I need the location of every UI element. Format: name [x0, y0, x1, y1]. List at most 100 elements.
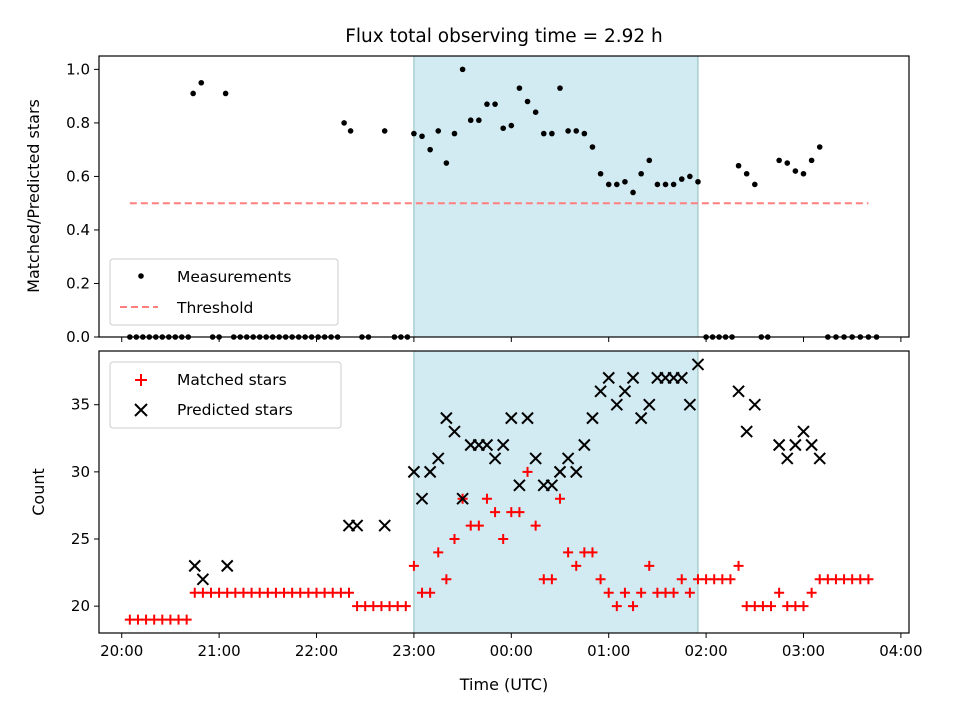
measurement-point [622, 178, 628, 185]
measurement-point [808, 157, 815, 164]
predicted-stars-point [634, 411, 648, 425]
measurement-point [381, 128, 388, 134]
matched-stars-point [766, 601, 777, 612]
predicted-stars-point [561, 452, 575, 465]
measurement-point [341, 120, 347, 126]
matched-stars-point [530, 520, 541, 531]
bottom-y-ticks: 20 25 30 35 [71, 396, 99, 615]
predicted-stars-point [521, 411, 534, 425]
measurement-point [751, 181, 758, 188]
measurement-point [597, 170, 604, 177]
predicted-stars-point [675, 371, 688, 385]
measurement-point [581, 130, 588, 137]
measurement-point [516, 85, 523, 91]
measurement-point [500, 125, 506, 132]
bottom-y-axis-label: Count [29, 468, 48, 516]
predicted-stars-point [797, 425, 810, 438]
x-tick-label: 20:00 [100, 642, 143, 660]
top-x-ticks [121, 337, 902, 342]
measurement-point [695, 178, 701, 185]
chart-title: Flux total observing time = 2.92 h [345, 26, 663, 47]
x-tick-label: 04:00 [879, 642, 922, 660]
predicted-stars-point [188, 559, 201, 573]
matched-stars-point [636, 587, 647, 598]
measurement-point [451, 130, 458, 137]
matched-stars-point [490, 507, 501, 518]
predicted-stars-point [594, 385, 607, 398]
legend-threshold-label: Threshold [176, 299, 253, 317]
y-tick-label: 20 [71, 597, 90, 615]
bottom-x-ticks: 20:00 21:00 22:00 23:00 00:00 01:00 02:00 03:00… [100, 633, 923, 660]
measurement-point [557, 85, 563, 91]
measurement-point [347, 128, 354, 134]
measurement-point [784, 160, 791, 166]
predicted-stars-point [732, 385, 745, 398]
measurement-point [687, 173, 693, 180]
predicted-stars-point [432, 452, 445, 465]
top-legend-box [109, 258, 339, 326]
legend-predicted-label: Predicted stars [177, 401, 293, 419]
measurement-point [630, 189, 636, 196]
measurement-point [508, 122, 515, 129]
measurement-point [427, 146, 433, 153]
matched-stars-point [733, 560, 744, 571]
predicted-stars-point [513, 479, 526, 492]
predicted-stars-point [196, 573, 210, 586]
measurement-point [743, 170, 750, 177]
measurement-point [735, 162, 742, 169]
predicted-stars-point [586, 411, 599, 425]
y-tick-label: 1.0 [66, 60, 90, 78]
matched-stars-point [798, 601, 809, 612]
predicted-stars-point [781, 452, 794, 465]
y-tick-label: 25 [71, 530, 90, 548]
matched-stars-point [619, 587, 630, 598]
measurement-point [476, 117, 482, 124]
measurement-point [532, 109, 539, 115]
predicted-stars-point [440, 411, 453, 425]
y-tick-label: 0.6 [66, 167, 90, 185]
measurement-point [459, 66, 466, 73]
matched-stars-point [806, 587, 817, 598]
matched-stars-point [408, 560, 419, 571]
legend-measurements-label: Measurements [177, 268, 292, 286]
predicted-stars-point [748, 398, 761, 411]
top-panel: 0.0 0.2 0.4 0.6 0.8 1.0 Matched/Predicted sta… [24, 55, 910, 346]
predicted-stars-point [378, 519, 391, 532]
matched-stars-point [863, 574, 874, 585]
measurement-point [800, 170, 807, 177]
predicted-stars-point [813, 452, 826, 465]
predicted-stars-point [496, 438, 510, 452]
x-tick-label: 01:00 [587, 642, 630, 660]
y-tick-label: 0.8 [66, 114, 90, 132]
bottom-shaded-interval [413, 350, 699, 634]
bottom-legend-box [109, 361, 342, 429]
measurement-point [573, 128, 580, 134]
measurement-point [540, 130, 547, 137]
predicted-stars-point [691, 358, 705, 371]
legend-matched-marker [135, 374, 147, 386]
matched-stars-point [425, 587, 436, 598]
predicted-stars-point [740, 425, 753, 438]
predicted-stars-point [610, 398, 624, 411]
measurement-point [549, 130, 555, 137]
matched-stars-point [563, 547, 574, 558]
measurement-point [435, 128, 442, 134]
predicted-stars-point [407, 465, 421, 479]
legend-measurements-marker [138, 273, 144, 279]
top-y-axis-label: Matched/Predicted stars [24, 99, 43, 293]
predicted-stars-point [456, 492, 469, 505]
x-tick-label: 21:00 [198, 642, 241, 660]
top-shaded-interval [413, 55, 699, 338]
matched-stars-point [433, 547, 444, 558]
matched-stars-point [522, 466, 533, 477]
measurement-point [614, 181, 620, 188]
legend-matched-label: Matched stars [177, 371, 287, 389]
measurement-point [443, 160, 450, 166]
measurement-point [419, 133, 425, 140]
predicted-stars-point [772, 438, 786, 452]
x-tick-label: 03:00 [782, 642, 825, 660]
predicted-stars-point [626, 371, 640, 385]
measurement-point [662, 181, 669, 188]
matched-stars-point [644, 560, 655, 571]
x-axis-label: Time (UTC) [459, 675, 548, 694]
